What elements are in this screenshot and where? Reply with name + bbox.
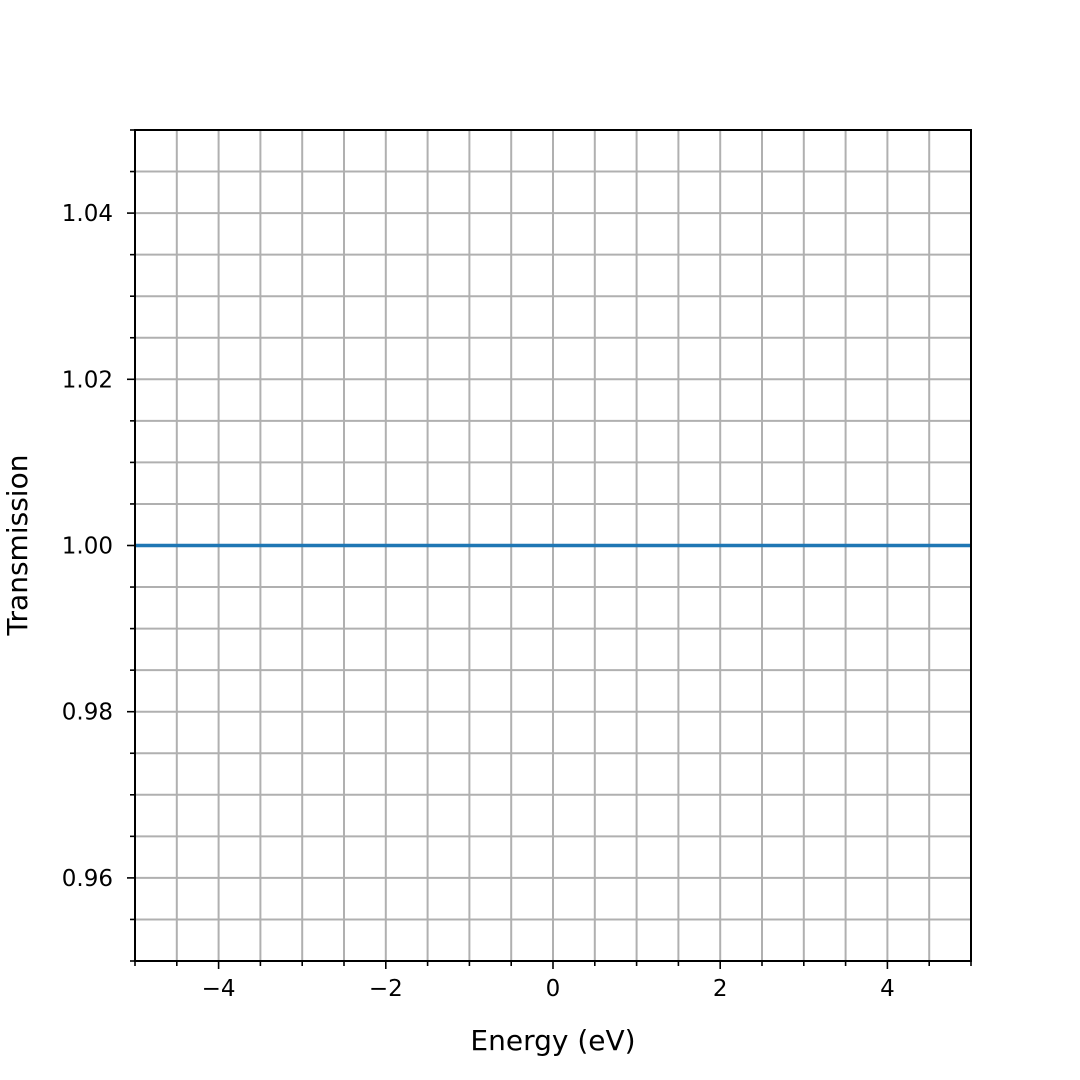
y-axis-label: Transmission <box>1 455 34 637</box>
y-tick-label: 0.96 <box>62 866 113 892</box>
x-tick-label: 4 <box>880 976 895 1002</box>
y-tick-label: 1.00 <box>62 534 113 560</box>
x-axis-label: Energy (eV) <box>470 1024 635 1057</box>
y-tick-label: 1.02 <box>62 367 113 393</box>
x-tick-label: −4 <box>202 976 236 1002</box>
x-tick-label: 2 <box>713 976 728 1002</box>
y-tick-label: 0.98 <box>62 700 113 726</box>
ticks: −4 −2 0 2 4 0.96 0.98 1.00 1.02 1.04 <box>62 129 972 1002</box>
y-tick-label: 1.04 <box>62 201 113 227</box>
x-tick-label: 0 <box>546 976 561 1002</box>
x-tick-label: −2 <box>369 976 403 1002</box>
